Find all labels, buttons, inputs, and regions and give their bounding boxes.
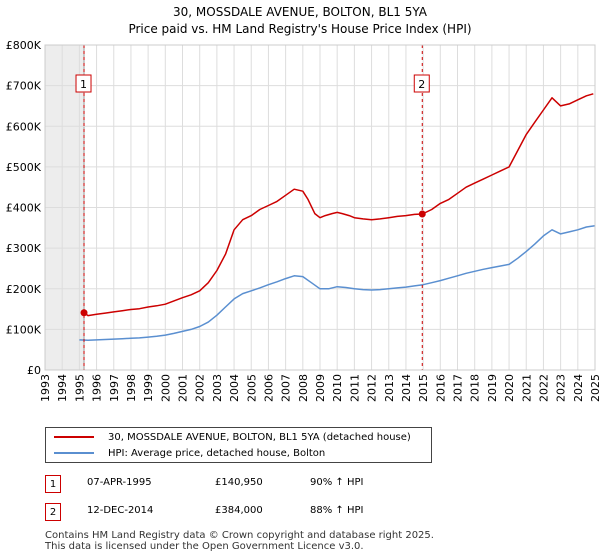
y-tick-label: £600K xyxy=(6,120,42,133)
attribution-line-1: Contains HM Land Registry data © Crown c… xyxy=(45,530,434,541)
price-chart: 30, MOSSDALE AVENUE, BOLTON, BL1 5YA Pri… xyxy=(6,5,600,402)
legend-item-hpi: HPI: Average price, detached house, Bolt… xyxy=(54,445,325,461)
legend-label-property: 30, MOSSDALE AVENUE, BOLTON, BL1 5YA (de… xyxy=(108,431,411,443)
sale-marker-box xyxy=(75,74,92,93)
x-tick-label: 2010 xyxy=(331,374,344,402)
sale-price: £384,000 xyxy=(215,505,263,516)
legend-item-property: 30, MOSSDALE AVENUE, BOLTON, BL1 5YA (de… xyxy=(54,429,411,445)
x-tick-label: 2019 xyxy=(486,374,499,402)
x-tick-label: 2020 xyxy=(503,374,516,402)
plot-frame xyxy=(44,44,596,371)
sale-hpi-change: 90% ↑ HPI xyxy=(310,477,364,488)
attribution-line-2: This data is licensed under the Open Gov… xyxy=(45,541,364,552)
x-tick-label: 2011 xyxy=(348,374,361,402)
x-tick-label: 2023 xyxy=(555,374,568,402)
x-tick-label: 2017 xyxy=(452,374,465,402)
sale-date: 07-APR-1995 xyxy=(87,477,152,488)
x-tick-label: 2021 xyxy=(520,374,533,402)
x-tick-label: 2005 xyxy=(245,374,258,402)
x-tick-label: 2001 xyxy=(177,374,190,402)
sale-number-badge: 2 xyxy=(45,503,61,521)
x-tick-label: 2015 xyxy=(417,374,430,402)
sale-marker-box xyxy=(413,74,430,93)
legend-label-hpi: HPI: Average price, detached house, Bolt… xyxy=(108,447,326,459)
y-tick-label: £0 xyxy=(27,364,41,377)
x-tick-label: 2000 xyxy=(159,374,172,402)
x-tick-label: 1997 xyxy=(108,374,121,402)
legend: 30, MOSSDALE AVENUE, BOLTON, BL1 5YA (de… xyxy=(45,427,432,463)
x-tick-label: 2004 xyxy=(228,374,241,402)
x-tick-label: 2013 xyxy=(383,374,396,402)
sale-marker-label: 2 xyxy=(418,78,425,91)
y-tick-label: £200K xyxy=(6,283,42,296)
legend-swatch-hpi xyxy=(54,452,94,454)
x-tick-label: 2006 xyxy=(262,374,275,402)
x-tick-label: 2024 xyxy=(572,374,585,402)
x-tick-label: 1994 xyxy=(56,374,69,402)
sale-marker-label: 1 xyxy=(80,78,87,91)
legend-swatch-property xyxy=(54,436,94,438)
x-tick-label: 1999 xyxy=(142,374,155,402)
x-tick-label: 2007 xyxy=(280,374,293,402)
sale-price: £140,950 xyxy=(215,477,263,488)
y-tick-label: £300K xyxy=(6,242,42,255)
x-tick-label: 1993 xyxy=(39,374,52,402)
y-tick-label: £500K xyxy=(6,161,42,174)
x-tick-label: 2022 xyxy=(537,374,550,402)
x-tick-label: 2014 xyxy=(400,374,413,402)
sale-point xyxy=(418,210,426,218)
x-tick-label: 1996 xyxy=(91,374,104,402)
y-tick-label: £400K xyxy=(6,202,42,215)
series-line-hpi xyxy=(79,225,596,342)
y-tick-label: £100K xyxy=(6,323,42,336)
x-tick-label: 2016 xyxy=(434,374,447,402)
x-tick-label: 2009 xyxy=(314,374,327,402)
sale-hpi-change: 88% ↑ HPI xyxy=(310,505,364,516)
chart-title: 30, MOSSDALE AVENUE, BOLTON, BL1 5YA xyxy=(173,5,428,19)
x-tick-label: 2002 xyxy=(194,374,207,402)
y-tick-label: £800K xyxy=(6,39,42,52)
x-tick-label: 1995 xyxy=(73,374,86,402)
attribution: Contains HM Land Registry data © Crown c… xyxy=(45,530,434,552)
x-tick-label: 2018 xyxy=(469,374,482,402)
y-tick-label: £700K xyxy=(6,80,42,93)
sale-date: 12-DEC-2014 xyxy=(87,505,154,516)
x-tick-label: 2003 xyxy=(211,374,224,402)
chart-subtitle: Price paid vs. HM Land Registry's House … xyxy=(128,22,471,36)
x-tick-label: 2008 xyxy=(297,374,310,402)
series-line-property xyxy=(83,93,594,317)
x-tick-label: 2025 xyxy=(589,374,600,402)
sale-point xyxy=(80,309,88,317)
sale-number-badge: 1 xyxy=(45,475,61,493)
x-tick-label: 1998 xyxy=(125,374,138,402)
x-tick-label: 2012 xyxy=(366,374,379,402)
